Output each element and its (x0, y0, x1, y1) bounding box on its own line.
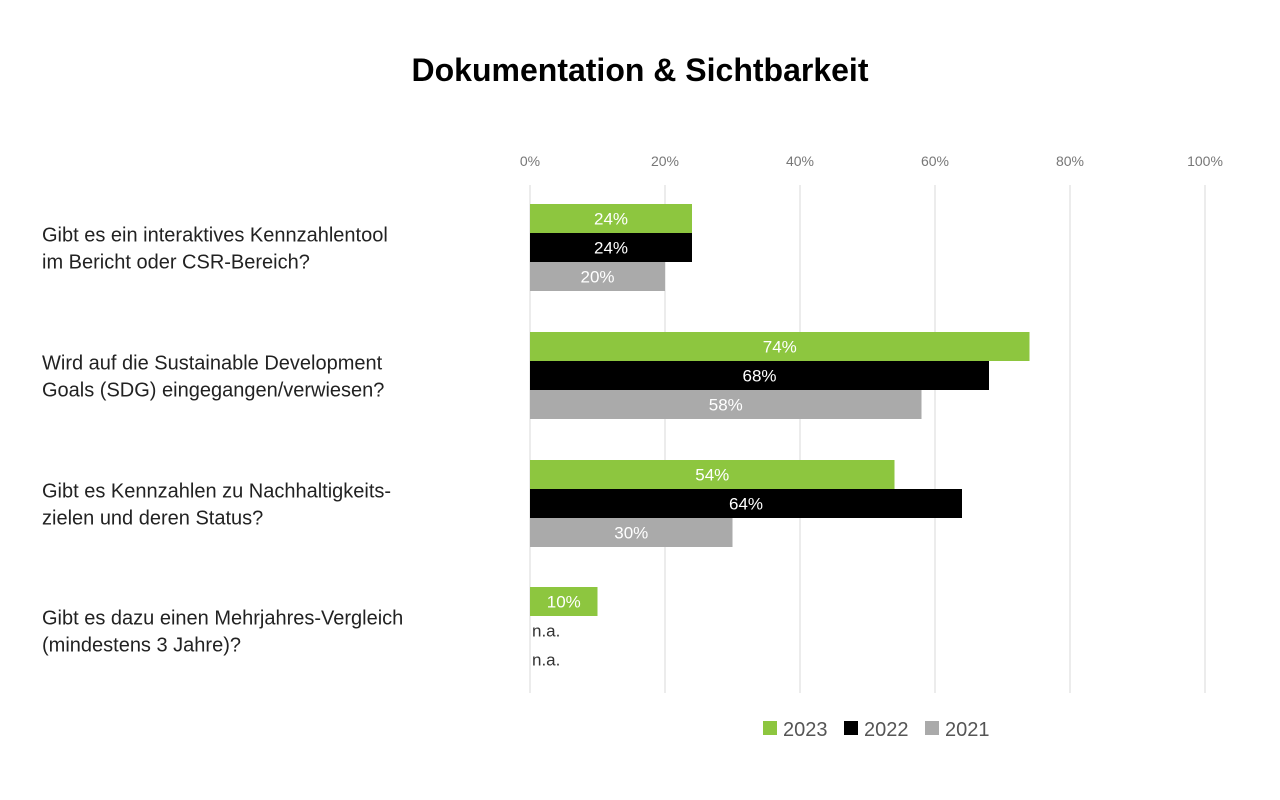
x-tick-label: 60% (921, 153, 949, 169)
x-tick-label: 80% (1056, 153, 1084, 169)
legend-swatch-2021 (925, 721, 939, 735)
data-label: 10% (547, 593, 581, 612)
category-label: zielen und deren Status? (42, 508, 263, 530)
category-label: Wird auf die Sustainable Development (42, 353, 383, 375)
bar-2022 (530, 489, 962, 518)
bar-2022 (530, 233, 692, 262)
bar-2021 (530, 518, 733, 547)
data-label: 68% (742, 367, 776, 386)
category-label: (mindestens 3 Jahre)? (42, 635, 241, 657)
bar-2023 (530, 460, 895, 489)
bar-2022 (530, 361, 989, 390)
bar-2021 (530, 262, 665, 291)
category-label: Gibt es dazu einen Mehrjahres-Vergleich (42, 608, 403, 630)
na-label: n.a. (532, 622, 560, 641)
data-label: 20% (580, 268, 614, 287)
data-label: 30% (614, 524, 648, 543)
data-label: 64% (729, 495, 763, 514)
x-tick-label: 0% (520, 153, 540, 169)
data-label: 54% (695, 466, 729, 485)
x-tick-label: 20% (651, 153, 679, 169)
x-tick-label: 40% (786, 153, 814, 169)
category-label: Gibt es ein interaktives Kennzahlentool (42, 225, 388, 247)
chart-title: Dokumentation & Sichtbarkeit (411, 52, 869, 88)
x-tick-label: 100% (1187, 153, 1223, 169)
bar-2021 (530, 390, 922, 419)
legend-label: 2023 (783, 719, 828, 741)
data-label: 24% (594, 210, 628, 229)
legend-swatch-2023 (763, 721, 777, 735)
data-label: 24% (594, 239, 628, 258)
legend-label: 2022 (864, 719, 909, 741)
data-label: 58% (709, 396, 743, 415)
legend-label: 2021 (945, 719, 990, 741)
na-label: n.a. (532, 651, 560, 670)
data-label: 74% (763, 338, 797, 357)
bar-2023 (530, 587, 598, 616)
category-label: Gibt es Kennzahlen zu Nachhaltigkeits- (42, 481, 391, 503)
bar-2023 (530, 204, 692, 233)
category-label: Goals (SDG) eingegangen/verwiesen? (42, 380, 384, 402)
bar-2023 (530, 332, 1030, 361)
legend-swatch-2022 (844, 721, 858, 735)
category-label: im Bericht oder CSR-Bereich? (42, 252, 310, 274)
